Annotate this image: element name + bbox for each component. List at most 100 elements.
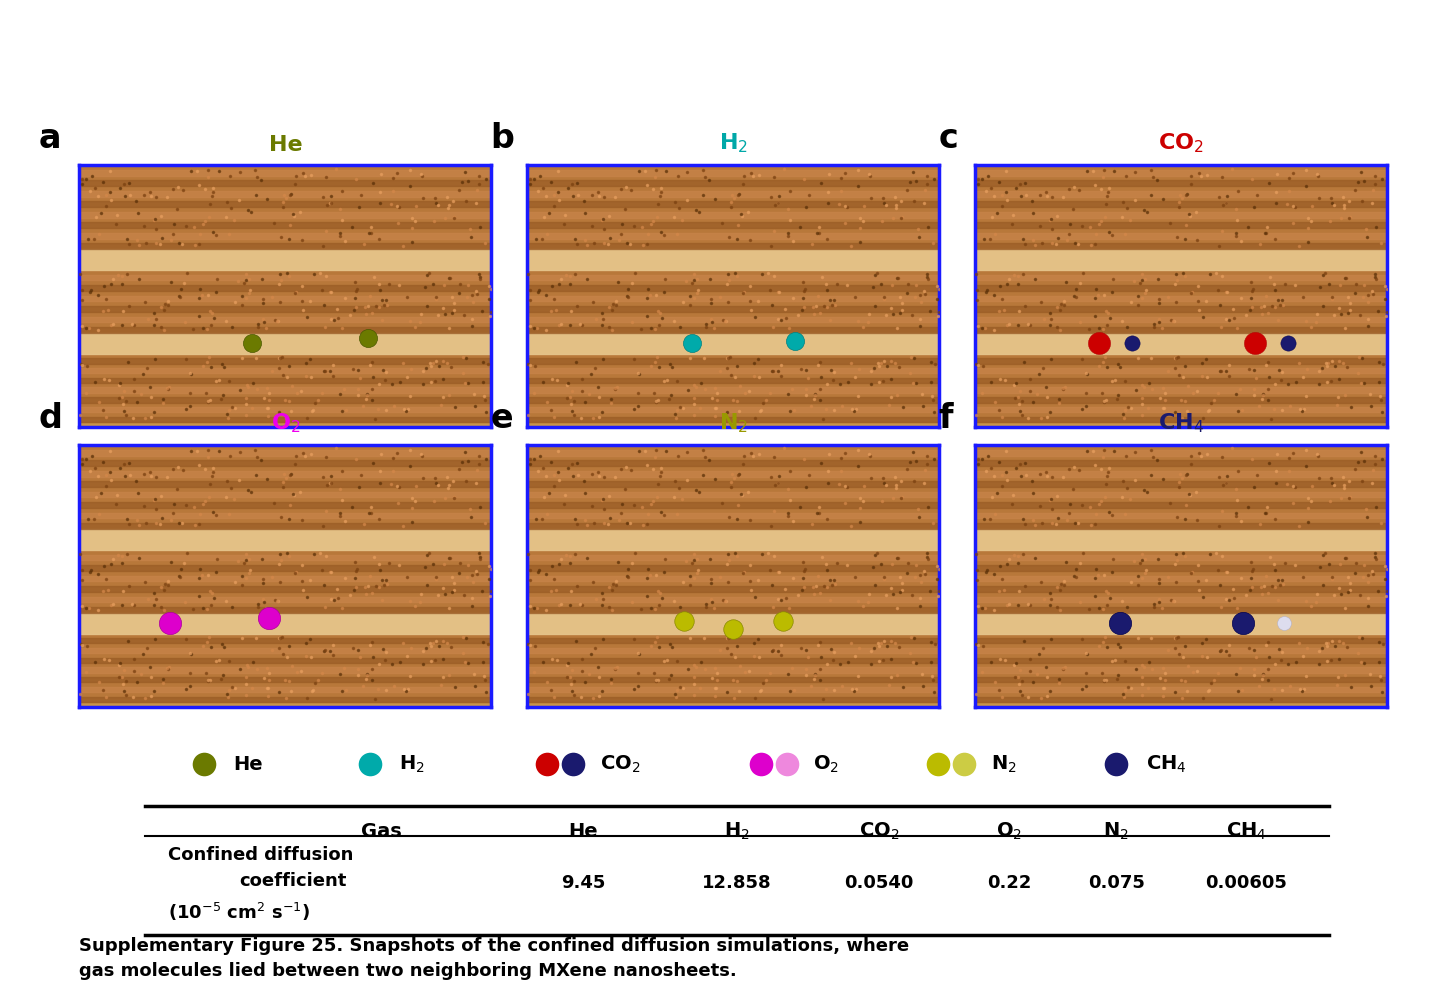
Text: Supplementary Figure 25. Snapshots of the confined diffusion simulations, where
: Supplementary Figure 25. Snapshots of th… <box>79 937 909 979</box>
Text: 12.858: 12.858 <box>702 874 772 892</box>
Text: CO$_2$: CO$_2$ <box>600 754 640 774</box>
Bar <box>527 638 939 644</box>
Bar <box>79 696 491 702</box>
Bar <box>975 243 1387 249</box>
Bar <box>79 388 491 393</box>
Bar <box>975 388 1387 393</box>
Text: e: e <box>490 402 513 434</box>
Bar <box>79 327 491 333</box>
Bar <box>527 529 939 550</box>
Bar <box>975 416 1387 422</box>
Bar <box>79 638 491 644</box>
Bar <box>527 523 939 529</box>
Bar <box>975 249 1387 270</box>
Bar <box>975 607 1387 613</box>
Bar <box>975 450 1387 456</box>
Bar <box>79 576 491 582</box>
Bar <box>79 212 491 218</box>
Text: CH$_4$: CH$_4$ <box>1227 821 1267 843</box>
Bar <box>79 677 491 682</box>
Bar <box>527 316 939 322</box>
Text: N$_2$: N$_2$ <box>990 754 1016 774</box>
Bar <box>79 596 491 602</box>
Bar <box>975 275 1387 281</box>
Bar <box>975 202 1387 207</box>
Text: Gas: Gas <box>361 822 402 842</box>
Text: c: c <box>938 122 958 154</box>
Bar <box>527 555 939 561</box>
Bar <box>975 358 1387 364</box>
Bar <box>527 668 939 673</box>
Bar <box>79 296 491 302</box>
Bar <box>79 658 491 663</box>
Bar <box>527 696 939 702</box>
Bar <box>975 354 1387 422</box>
Bar <box>79 529 491 550</box>
Text: CO$_2$: CO$_2$ <box>858 821 899 843</box>
Bar <box>527 416 939 422</box>
Bar <box>79 232 491 238</box>
Bar <box>79 358 491 364</box>
Bar <box>527 191 939 197</box>
Bar <box>975 285 1387 291</box>
Bar <box>975 180 1387 186</box>
Bar <box>79 523 491 529</box>
Bar <box>975 492 1387 497</box>
Bar <box>975 482 1387 487</box>
Bar <box>79 165 491 249</box>
Bar <box>527 307 939 312</box>
Bar <box>527 296 939 302</box>
Bar <box>527 576 939 582</box>
Bar <box>527 460 939 466</box>
Bar <box>79 686 491 692</box>
Bar <box>975 658 1387 663</box>
Bar <box>975 565 1387 571</box>
Bar <box>79 512 491 518</box>
Bar <box>975 191 1387 197</box>
Bar <box>527 613 939 634</box>
Bar <box>79 502 491 508</box>
Bar <box>527 512 939 518</box>
Bar <box>975 165 1387 249</box>
Text: d: d <box>38 402 62 434</box>
Bar <box>79 249 491 270</box>
Bar <box>975 512 1387 518</box>
Text: O$_2$: O$_2$ <box>812 754 838 774</box>
Bar <box>79 492 491 497</box>
Text: (10$^{-5}$ cm$^2$ s$^{-1}$): (10$^{-5}$ cm$^2$ s$^{-1}$) <box>168 900 311 923</box>
Bar <box>527 550 939 613</box>
Bar <box>975 406 1387 412</box>
Bar <box>527 648 939 653</box>
Bar <box>975 398 1387 403</box>
Bar <box>79 398 491 403</box>
Bar <box>79 170 491 176</box>
Bar <box>527 202 939 207</box>
Bar <box>527 358 939 364</box>
Bar <box>79 307 491 312</box>
Text: O$_2$: O$_2$ <box>270 411 301 434</box>
Bar <box>79 316 491 322</box>
Bar <box>975 613 1387 634</box>
Text: 9.45: 9.45 <box>561 874 605 892</box>
Bar <box>975 460 1387 466</box>
Bar <box>975 648 1387 653</box>
Text: b: b <box>490 122 514 154</box>
Bar <box>527 275 939 281</box>
Bar <box>79 482 491 487</box>
Text: 0.075: 0.075 <box>1088 874 1144 892</box>
Text: He: He <box>269 135 302 154</box>
Bar <box>79 406 491 412</box>
Bar <box>527 354 939 422</box>
Bar <box>975 170 1387 176</box>
Bar <box>79 471 491 477</box>
Bar <box>975 445 1387 529</box>
Bar <box>527 285 939 291</box>
Bar <box>527 398 939 403</box>
Text: Confined diffusion: Confined diffusion <box>168 846 354 864</box>
Bar <box>975 368 1387 373</box>
Bar <box>79 333 491 354</box>
Bar <box>527 180 939 186</box>
Bar <box>527 406 939 412</box>
Text: N$_2$: N$_2$ <box>1103 821 1129 843</box>
Bar <box>975 307 1387 312</box>
